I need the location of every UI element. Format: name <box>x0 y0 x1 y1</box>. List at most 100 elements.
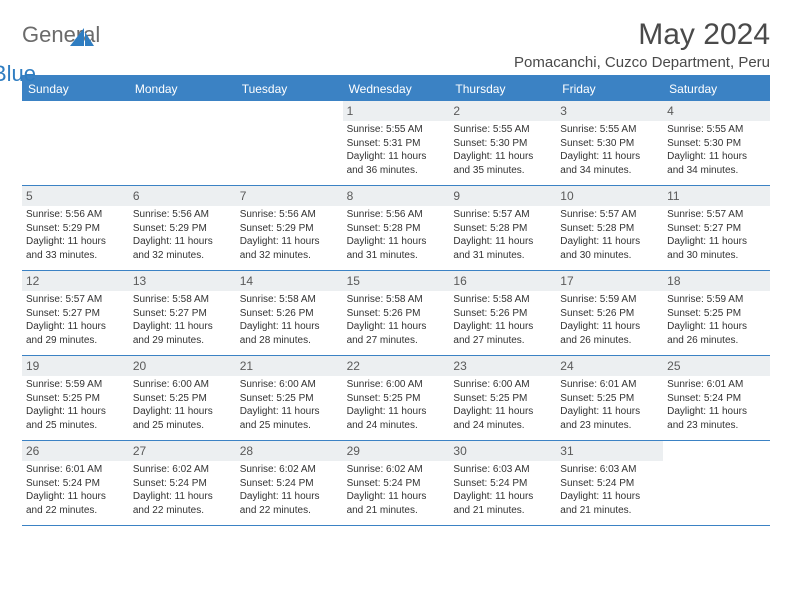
daylight-text: Daylight: 11 hours and 27 minutes. <box>347 321 427 346</box>
sunset-text: Sunset: 5:25 PM <box>240 393 314 404</box>
day-cell <box>129 101 236 185</box>
day-info: Sunrise: 6:00 AMSunset: 5:25 PMDaylight:… <box>240 378 339 432</box>
day-cell: 22Sunrise: 6:00 AMSunset: 5:25 PMDayligh… <box>343 356 450 440</box>
sunrise-text: Sunrise: 6:00 AM <box>133 379 209 390</box>
daylight-text: Daylight: 11 hours and 26 minutes. <box>560 321 640 346</box>
day-info: Sunrise: 6:02 AMSunset: 5:24 PMDaylight:… <box>133 463 232 517</box>
day-info: Sunrise: 5:57 AM Sunset: 5:27 PM Daylight:… <box>26 293 125 347</box>
day-info: Sunrise: 5:55 AMSunset: 5:30 PMDaylight:… <box>667 123 766 177</box>
day-info: Sunrise: 5:59 AMSunset: 5:25 PMDaylight:… <box>667 293 766 347</box>
day-info: Sunrise: 5:58 AMSunset: 5:26 PMDaylight:… <box>453 293 552 347</box>
daylight-text: Daylight: 11 hours and 29 minutes. <box>26 321 106 346</box>
day-cell: 10Sunrise: 5:57 AMSunset: 5:28 PMDayligh… <box>556 186 663 270</box>
day-number: 25 <box>663 356 770 376</box>
day-number: 18 <box>663 271 770 291</box>
sunrise-text: Sunrise: 6:02 AM <box>133 464 209 475</box>
title-block: May 2024 Pomacanchi, Cuzco Department, P… <box>514 18 770 71</box>
daylight-text: Daylight: 11 hours and 31 minutes. <box>453 236 533 261</box>
day-cell: 23Sunrise: 6:00 AMSunset: 5:25 PMDayligh… <box>449 356 556 440</box>
sunrise-text: Sunrise: 6:01 AM <box>667 379 743 390</box>
daylight-text: Daylight: 11 hours and 33 minutes. <box>26 236 106 261</box>
sunrise-text: Sunrise: 5:57 AM <box>26 294 102 305</box>
daylight-text: Daylight: 11 hours and 32 minutes. <box>133 236 213 261</box>
sunset-text: Sunset: 5:29 PM <box>26 223 100 234</box>
day-info: Sunrise: 6:00 AMSunset: 5:25 PMDaylight:… <box>453 378 552 432</box>
sunrise-text: Sunrise: 5:58 AM <box>347 294 423 305</box>
day-cell: 15Sunrise: 5:58 AMSunset: 5:26 PMDayligh… <box>343 271 450 355</box>
day-info: Sunrise: 6:02 AMSunset: 5:24 PMDaylight:… <box>240 463 339 517</box>
day-cell: 8Sunrise: 5:56 AMSunset: 5:28 PMDaylight… <box>343 186 450 270</box>
sunset-text: Sunset: 5:28 PM <box>453 223 527 234</box>
day-info: Sunrise: 5:55 AMSunset: 5:30 PMDaylight:… <box>453 123 552 177</box>
sunrise-text: Sunrise: 5:57 AM <box>667 209 743 220</box>
sunset-text: Sunset: 5:25 PM <box>560 393 634 404</box>
day-info: Sunrise: 5:55 AMSunset: 5:31 PMDaylight:… <box>347 123 446 177</box>
day-header: Sunday <box>22 77 129 101</box>
sunrise-text: Sunrise: 6:01 AM <box>26 464 102 475</box>
daylight-text: Daylight: 11 hours and 22 minutes. <box>133 491 213 516</box>
day-info: Sunrise: 5:58 AM Sunset: 5:26 PM Daylight:… <box>240 293 339 347</box>
day-number: 26 <box>22 441 129 461</box>
sunset-text: Sunset: 5:28 PM <box>347 223 421 234</box>
day-number: 14 <box>236 271 343 291</box>
day-number: 31 <box>556 441 663 461</box>
sunset-text: Sunset: 5:24 PM <box>347 478 421 489</box>
sunrise-text: Sunrise: 6:02 AM <box>347 464 423 475</box>
sunset-text: Sunset: 5:24 PM <box>26 478 100 489</box>
day-info: Sunrise: 5:57 AMSunset: 5:27 PMDaylight:… <box>667 208 766 262</box>
week-row: 12Sunrise: 5:57 AMSunset: 5:27 PMDayligh… <box>22 271 770 356</box>
day-number: 9 <box>449 186 556 206</box>
daylight-text: Daylight: 11 hours and 25 minutes. <box>26 406 106 431</box>
sunset-text: Sunset: 5:24 PM <box>560 478 634 489</box>
calendar: SundayMondayTuesdayWednesdayThursdayFrid… <box>22 75 770 526</box>
day-cell: 31Sunrise: 6:03 AMSunset: 5:24 PMDayligh… <box>556 441 663 525</box>
daylight-text: Daylight: 11 hours and 21 minutes. <box>347 491 427 516</box>
day-cell: 28Sunrise: 6:02 AMSunset: 5:24 PMDayligh… <box>236 441 343 525</box>
day-cell: 20Sunrise: 6:00 AMSunset: 5:25 PMDayligh… <box>129 356 236 440</box>
sunrise-text: Sunrise: 5:56 AM <box>133 209 209 220</box>
sunrise-text: Sunrise: 5:57 AM <box>453 209 529 220</box>
day-header: Tuesday <box>236 77 343 101</box>
day-number: 30 <box>449 441 556 461</box>
day-number: 3 <box>556 101 663 121</box>
day-cell: 11Sunrise: 5:57 AMSunset: 5:27 PMDayligh… <box>663 186 770 270</box>
day-number: 15 <box>343 271 450 291</box>
daylight-text: Daylight: 11 hours and 25 minutes. <box>133 406 213 431</box>
day-cell: 9 Sunrise: 5:57 AM Sunset: 5:28 PM Daylight… <box>449 186 556 270</box>
day-cell: 4Sunrise: 5:55 AMSunset: 5:30 PMDaylight… <box>663 101 770 185</box>
day-cell: 19Sunrise: 5:59 AMSunset: 5:25 PMDayligh… <box>22 356 129 440</box>
day-number: 5 <box>22 186 129 206</box>
sunset-text: Sunset: 5:27 PM <box>667 223 741 234</box>
sunrise-text: Sunrise: 5:58 AM <box>240 294 316 305</box>
sunrise-text: Sunrise: 6:02 AM <box>240 464 316 475</box>
daylight-text: Daylight: 11 hours and 30 minutes. <box>560 236 640 261</box>
day-info: Sunrise: 6:00 AMSunset: 5:25 PMDaylight:… <box>133 378 232 432</box>
day-header: Wednesday <box>343 77 450 101</box>
day-cell: 30Sunrise: 6:03 AMSunset: 5:24 PMDayligh… <box>449 441 556 525</box>
day-info: Sunrise: 6:01 AMSunset: 5:24 PMDaylight:… <box>667 378 766 432</box>
sunset-text: Sunset: 5:28 PM <box>560 223 634 234</box>
day-number: 22 <box>343 356 450 376</box>
sunset-text: Sunset: 5:30 PM <box>560 138 634 149</box>
header: General Blue May 2024 Pomacanchi, Cuzco … <box>22 18 770 71</box>
daylight-text: Daylight: 11 hours and 24 minutes. <box>347 406 427 431</box>
daylight-text: Daylight: 11 hours and 35 minutes. <box>453 151 533 176</box>
sunset-text: Sunset: 5:30 PM <box>667 138 741 149</box>
day-number: 28 <box>236 441 343 461</box>
daylight-text: Daylight: 11 hours and 21 minutes. <box>453 491 533 516</box>
sunset-text: Sunset: 5:27 PM <box>26 308 100 319</box>
sunrise-text: Sunrise: 6:03 AM <box>453 464 529 475</box>
daylight-text: Daylight: 11 hours and 28 minutes. <box>240 321 320 346</box>
sunset-text: Sunset: 5:26 PM <box>240 308 314 319</box>
day-cell: 14 Sunrise: 5:58 AM Sunset: 5:26 PM Dayligh… <box>236 271 343 355</box>
daylight-text: Daylight: 11 hours and 22 minutes. <box>240 491 320 516</box>
sunrise-text: Sunrise: 5:58 AM <box>453 294 529 305</box>
sunset-text: Sunset: 5:24 PM <box>667 393 741 404</box>
sunset-text: Sunset: 5:25 PM <box>667 308 741 319</box>
day-number: 13 <box>129 271 236 291</box>
daylight-text: Daylight: 11 hours and 29 minutes. <box>133 321 213 346</box>
sunrise-text: Sunrise: 5:57 AM <box>560 209 636 220</box>
month-title: May 2024 <box>514 18 770 52</box>
logo: General Blue <box>22 24 126 70</box>
sunrise-text: Sunrise: 5:55 AM <box>453 124 529 135</box>
